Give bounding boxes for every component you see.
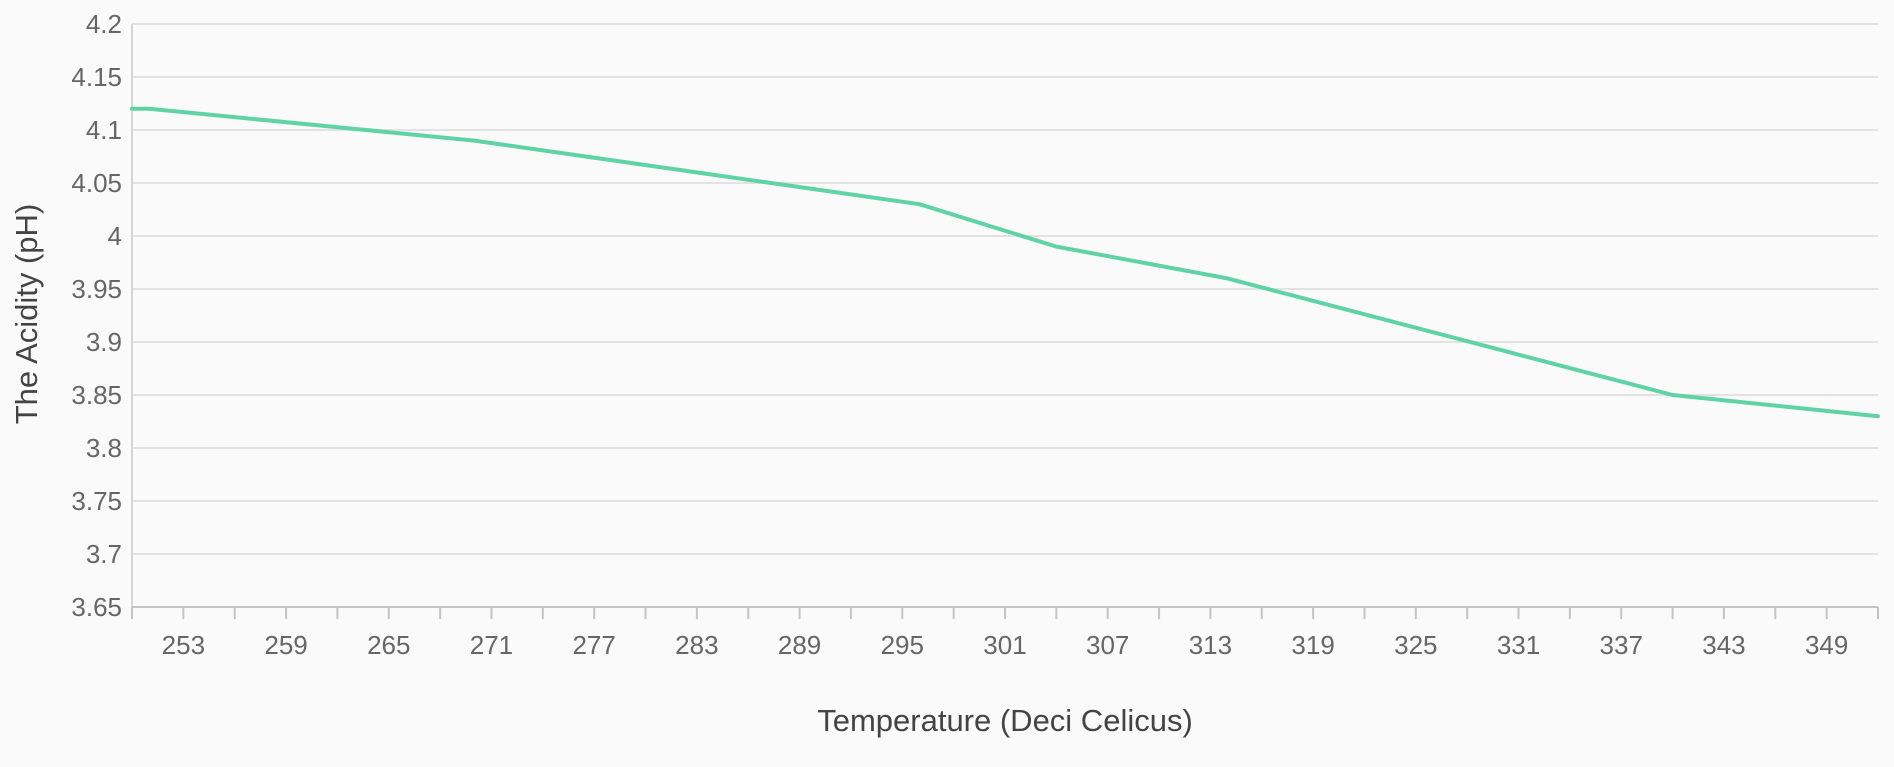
y-tick-label: 3.85 [71,380,122,410]
x-tick-label: 337 [1600,630,1643,660]
y-tick-label: 3.75 [71,486,122,516]
y-tick-label: 3.9 [86,327,122,357]
y-tick-label: 3.8 [86,433,122,463]
x-axis-ticks: 253 259 265 271 277 283 289 295 301 307 313 319 325 3… [131,607,1879,660]
x-tick-label: 319 [1291,630,1334,660]
y-tick-label: 4 [108,221,122,251]
x-tick-label: 313 [1189,630,1232,660]
y-tick-label: 4.1 [86,115,122,145]
y-tick-label: 3.65 [71,592,122,622]
series-line-1 [130,106,1880,419]
y-axis-title: The Acidity (pH) [9,204,44,425]
y-tick-label: 4.2 [86,9,122,39]
x-tick-label: 301 [983,630,1026,660]
grid-lines [132,23,1878,555]
x-tick-label: 277 [572,630,615,660]
y-axis-ticks: 3.65 3.7 3.75 3.8 3.85 3.9 3.95 4 4.05 4.1 4.15 4.2 [71,9,122,622]
x-axis-title: Temperature (Deci Celicus) [817,703,1193,738]
x-tick-label: 289 [778,630,821,660]
axes [131,24,1878,608]
x-tick-label: 295 [881,630,924,660]
x-tick-label: 307 [1086,630,1129,660]
series-layer [130,106,1880,419]
x-tick-label: 283 [675,630,718,660]
y-tick-label: 3.7 [86,539,122,569]
x-tick-label: 253 [162,630,205,660]
x-tick-label: 265 [367,630,410,660]
y-tick-label: 4.15 [71,62,122,92]
x-tick-label: 343 [1702,630,1745,660]
x-tick-label: 325 [1394,630,1437,660]
y-tick-label: 4.05 [71,168,122,198]
y-tick-label: 3.95 [71,274,122,304]
x-tick-label: 259 [264,630,307,660]
x-tick-label: 271 [470,630,513,660]
x-tick-label: 349 [1805,630,1848,660]
x-tick-label: 331 [1497,630,1540,660]
